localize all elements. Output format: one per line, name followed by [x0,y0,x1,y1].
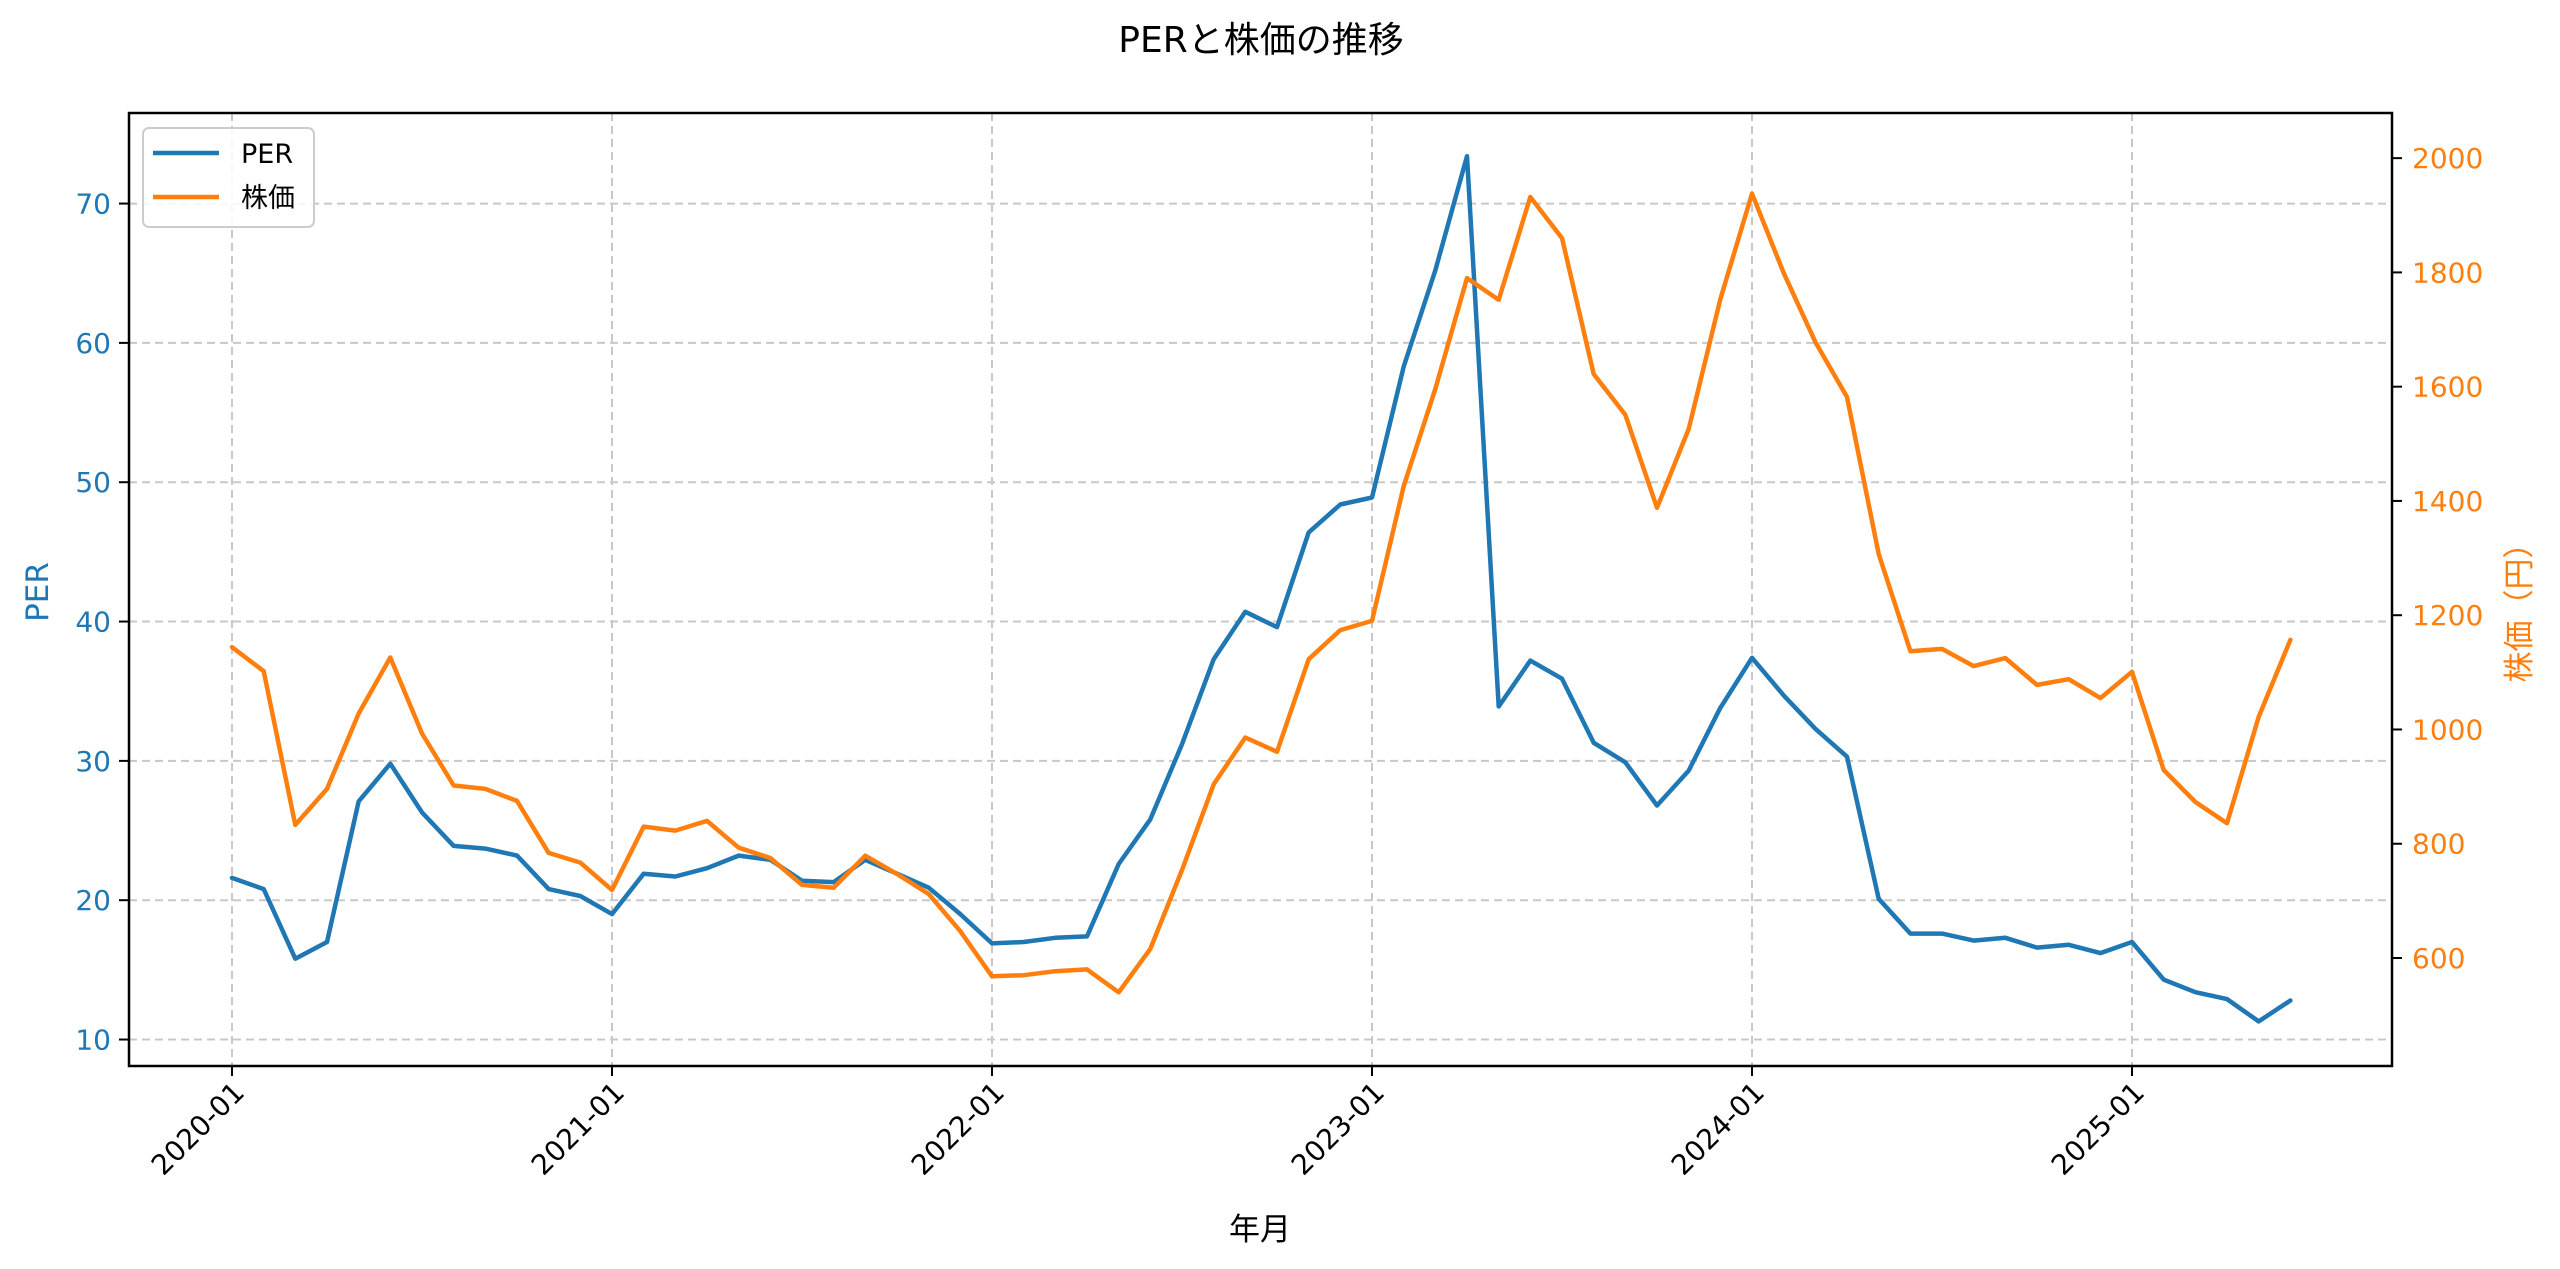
legend: PER 株価 [142,127,315,228]
right-y-tick-label: 1800 [2412,256,2483,289]
x-axis-label: 年月 [1229,1212,1291,1248]
left-y-tick-label: 20 [75,884,111,917]
left-y-axis: 10 20 30 40 50 60 70 [75,188,129,1057]
left-y-tick-label: 60 [75,327,111,360]
right-y-tick-label: 600 [2412,942,2465,975]
x-tick-label: 2020-01 [145,1076,251,1182]
right-y-axis-label: 株価（円） [2502,528,2538,683]
right-y-tick-label: 2000 [2412,142,2483,175]
x-axis: 2020-01 2021-01 2022-01 2023-01 2024-01 2025-… [145,1066,2151,1182]
right-y-tick-label: 800 [2412,828,2465,861]
x-tick-label: 2024-01 [1665,1076,1771,1182]
left-y-tick-label: 40 [75,606,111,639]
left-y-tick-label: 50 [75,466,111,499]
grid [129,113,2392,1066]
left-y-tick-label: 70 [75,188,111,221]
left-y-tick-label: 30 [75,745,111,778]
x-tick-label: 2025-01 [2045,1076,2151,1182]
right-y-tick-label: 1200 [2412,599,2483,632]
left-y-axis-label: PER [20,562,56,622]
per-line [229,153,2293,1024]
series-lines [229,153,2293,1024]
right-y-tick-label: 1000 [2412,713,2483,746]
legend-per-label: PER [241,139,293,170]
chart-title: PERと株価の推移 [1118,20,1403,61]
right-y-axis: 600 800 1000 1200 1400 1600 1800 2000 [2392,142,2483,975]
plot-frame [127,111,2394,1068]
x-tick-label: 2022-01 [905,1076,1011,1182]
right-y-tick-label: 1400 [2412,485,2483,518]
legend-price-label: 株価 [241,183,295,214]
left-y-tick-label: 10 [75,1024,111,1057]
x-tick-label: 2023-01 [1285,1076,1391,1182]
x-tick-label: 2021-01 [525,1076,631,1182]
right-y-tick-label: 1600 [2412,371,2483,404]
price-line [229,191,2293,995]
